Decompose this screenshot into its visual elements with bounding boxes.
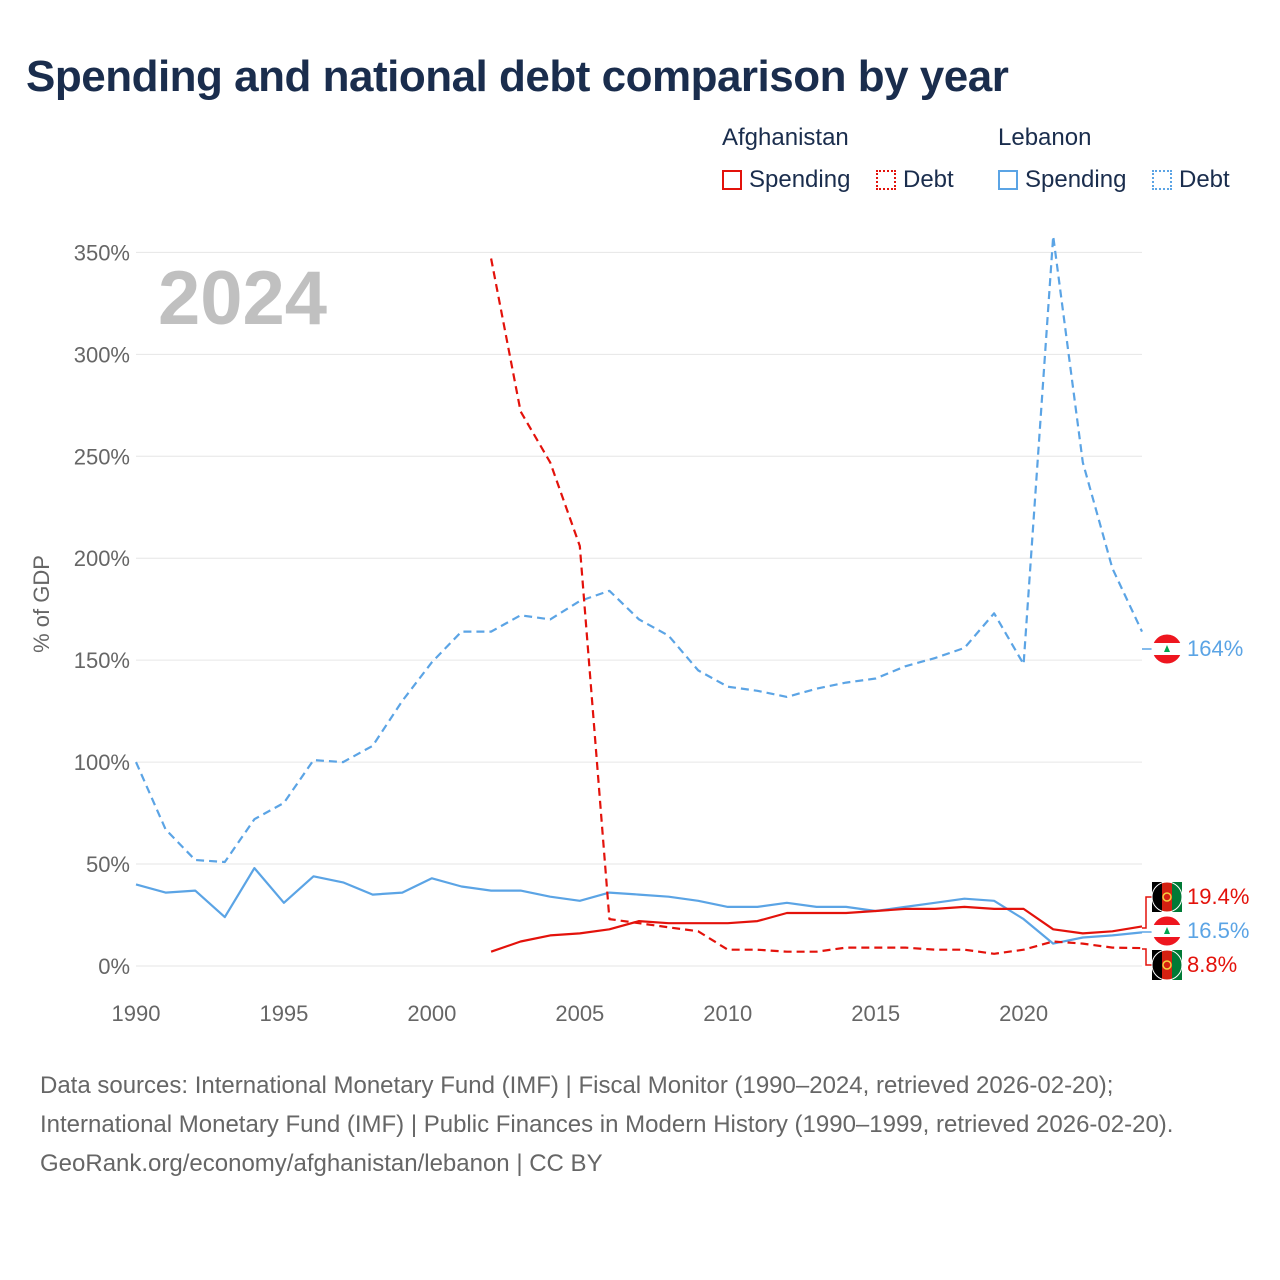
x-tick-label: 2010 bbox=[703, 1001, 752, 1026]
end-labels: 164% 19.4% 16.5% bbox=[1142, 633, 1249, 981]
legend-group-title: Lebanon bbox=[998, 124, 1092, 151]
y-tick-label: 0% bbox=[98, 954, 130, 979]
afghanistan-flag-icon bbox=[1151, 949, 1183, 981]
x-tick-label: 1995 bbox=[259, 1001, 308, 1026]
y-tick-label: 50% bbox=[86, 852, 130, 877]
afghanistan-flag-icon bbox=[1151, 881, 1183, 913]
lebanon-flag-icon bbox=[1151, 915, 1183, 947]
axes: 0% 50% 100% 150% 200% 250% 300% 350% 1990 1995 200… bbox=[74, 240, 1048, 1026]
y-tick-label: 150% bbox=[74, 648, 130, 673]
x-tick-label: 2015 bbox=[851, 1001, 900, 1026]
end-label-value: 164% bbox=[1187, 636, 1243, 661]
y-tick-label: 100% bbox=[74, 750, 130, 775]
x-tick-label: 1990 bbox=[112, 1001, 161, 1026]
line-chart: 2024 0% 50% 100% 150% 200% 250% 300% 350% 1990 19… bbox=[29, 235, 1249, 1026]
end-label-afghanistan-spending: 19.4% bbox=[1142, 881, 1249, 929]
legend-item-afghanistan-spending[interactable]: Spending bbox=[722, 166, 850, 194]
end-label-value: 16.5% bbox=[1187, 918, 1249, 943]
legend-item-label: Debt bbox=[903, 166, 954, 193]
credit-line: GeoRank.org/economy/afghanistan/lebanon … bbox=[40, 1150, 603, 1177]
y-tick-label: 200% bbox=[74, 546, 130, 571]
y-tick-label: 350% bbox=[74, 240, 130, 265]
legend-group-title: Afghanistan bbox=[722, 124, 849, 151]
end-label-value: 8.8% bbox=[1187, 952, 1237, 977]
series-lines bbox=[134, 235, 1143, 955]
y-tick-label: 300% bbox=[74, 342, 130, 367]
y-tick-label: 250% bbox=[74, 444, 130, 469]
series-line-afghanistan-spending[interactable] bbox=[490, 905, 1143, 953]
chart-title: Spending and national debt comparison by… bbox=[26, 52, 1009, 101]
year-watermark: 2024 bbox=[158, 256, 327, 341]
solid-line-swatch-icon bbox=[998, 170, 1018, 190]
data-sources: Data sources: International Monetary Fun… bbox=[40, 1072, 1174, 1138]
end-label-afghanistan-debt: 8.8% bbox=[1142, 948, 1237, 981]
x-tick-label: 2000 bbox=[407, 1001, 456, 1026]
gridlines bbox=[136, 251, 1142, 967]
legend-item-lebanon-debt[interactable]: Debt bbox=[1152, 166, 1230, 194]
y-axis-label: % of GDP bbox=[29, 555, 54, 653]
end-label-lebanon-debt: 164% bbox=[1142, 633, 1243, 665]
footer: Data sources: International Monetary Fun… bbox=[40, 1066, 1240, 1183]
dotted-line-swatch-icon bbox=[1152, 170, 1172, 190]
series-line-afghanistan-debt[interactable] bbox=[490, 258, 1143, 955]
series-line-lebanon-debt[interactable] bbox=[134, 235, 1143, 864]
series-line-lebanon-spending[interactable] bbox=[135, 866, 1143, 945]
legend-item-label: Spending bbox=[749, 166, 851, 193]
legend-item-lebanon-spending[interactable]: Spending bbox=[998, 166, 1126, 194]
dotted-line-swatch-icon bbox=[876, 170, 896, 190]
legend-item-afghanistan-debt[interactable]: Debt bbox=[876, 166, 954, 194]
legend-item-label: Spending bbox=[1025, 166, 1127, 193]
lebanon-flag-icon bbox=[1151, 633, 1183, 665]
solid-line-swatch-icon bbox=[722, 170, 742, 190]
end-label-lebanon-spending: 16.5% bbox=[1142, 915, 1249, 947]
end-label-value: 19.4% bbox=[1187, 884, 1249, 909]
x-tick-label: 2005 bbox=[555, 1001, 604, 1026]
x-tick-label: 2020 bbox=[999, 1001, 1048, 1026]
legend-item-label: Debt bbox=[1179, 166, 1230, 193]
